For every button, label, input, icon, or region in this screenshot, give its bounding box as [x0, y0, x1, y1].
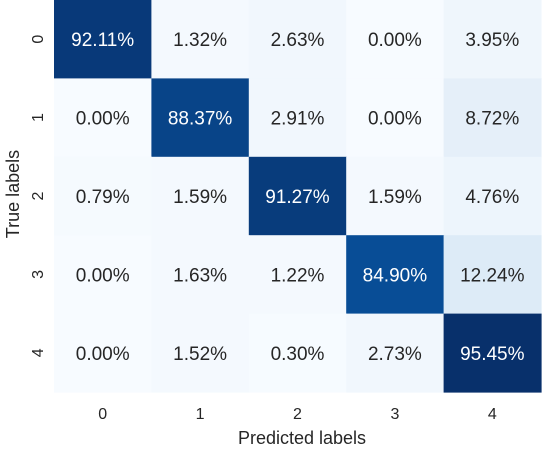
cell-label-r3-c2: 1.22% — [271, 265, 325, 286]
heatmap-cell-r4-c4 — [443, 313, 542, 393]
heatmap-cell-r3-c3 — [346, 235, 445, 315]
cell-label-r3-c3: 84.90% — [363, 265, 428, 286]
x-tick-label-4: 4 — [488, 406, 497, 423]
x-axis-ticks: 0 1 2 3 4 — [98, 406, 497, 423]
cell-label-r0-c2: 2.63% — [271, 30, 325, 51]
heatmap-cells — [54, 0, 542, 393]
y-tick-label-2: 2 — [30, 191, 47, 200]
cell-label-r0-c1: 1.32% — [173, 30, 227, 51]
cell-label-r1-c2: 2.91% — [271, 109, 325, 130]
cell-label-r1-c4: 8.72% — [465, 109, 519, 130]
cell-label-r4-c0: 0.00% — [76, 344, 130, 365]
cell-label-r3-c0: 0.00% — [76, 265, 130, 286]
heatmap-cell-r3-c2 — [248, 235, 347, 315]
x-tick-label-0: 0 — [98, 406, 107, 423]
heatmap-cell-r3-c4 — [443, 235, 542, 315]
heatmap-cell-r1-c2 — [248, 78, 347, 158]
heatmap-cell-r4-c2 — [248, 313, 347, 393]
cell-label-r4-c2: 0.30% — [271, 344, 325, 365]
heatmap-cell-r0-c3 — [346, 0, 445, 79]
cell-label-r4-c3: 2.73% — [368, 344, 422, 365]
heatmap-cell-r2-c2 — [248, 156, 347, 236]
x-tick-label-1: 1 — [196, 406, 205, 423]
cell-label-r1-c3: 0.00% — [368, 109, 422, 130]
heatmap-cell-r1-c3 — [346, 78, 445, 158]
cell-label-r1-c0: 0.00% — [76, 109, 130, 130]
cell-label-r0-c0: 92.11% — [71, 30, 134, 51]
cell-label-r2-c2: 91.27% — [265, 187, 330, 208]
cell-label-r2-c1: 1.59% — [173, 187, 227, 208]
cell-label-r3-c4: 12.24% — [460, 265, 525, 286]
x-tick-label-2: 2 — [293, 406, 302, 423]
cell-label-r4-c1: 1.52% — [173, 344, 227, 365]
cell-label-r0-c4: 3.95% — [465, 30, 519, 51]
cell-label-r4-c4: 95.45% — [460, 344, 525, 365]
heatmap-cell-r0-c4 — [443, 0, 542, 79]
y-tick-label-3: 3 — [30, 270, 47, 279]
heatmap-cell-r3-c1 — [151, 235, 250, 315]
heatmap-cell-r2-c3 — [346, 156, 445, 236]
heatmap-cell-r2-c0 — [54, 156, 152, 236]
heatmap-cell-r4-c3 — [346, 313, 445, 393]
heatmap-cell-r1-c0 — [54, 78, 152, 158]
cell-label-r2-c3: 1.59% — [368, 187, 422, 208]
heatmap-cell-r3-c0 — [54, 235, 152, 315]
x-tick-label-3: 3 — [390, 406, 399, 423]
cell-label-r3-c1: 1.63% — [173, 265, 227, 286]
y-axis-ticks: 0 1 2 3 4 — [30, 35, 47, 358]
heatmap-cell-r1-c4 — [443, 78, 542, 158]
cell-label-r0-c3: 0.00% — [368, 30, 422, 51]
heatmap-cell-r0-c2 — [248, 0, 347, 79]
cell-label-r2-c0: 0.79% — [76, 187, 130, 208]
cell-label-r1-c1: 88.37% — [168, 109, 233, 130]
heatmap-cell-r4-c1 — [151, 313, 250, 393]
y-axis-title: True labels — [3, 150, 23, 238]
heatmap-cell-r2-c1 — [151, 156, 250, 236]
heatmap-cell-r0-c1 — [151, 0, 250, 79]
heatmap-cell-r1-c1 — [151, 78, 250, 158]
heatmap-cell-r0-c0 — [54, 0, 152, 79]
heatmap-cell-labels: 92.11% 1.32% 2.63% 0.00% 3.95% 0.00% 88.37% 2.9… — [71, 30, 524, 365]
cell-label-r2-c4: 4.76% — [465, 187, 519, 208]
x-axis-title: Predicted labels — [238, 428, 366, 448]
y-tick-label-4: 4 — [30, 348, 47, 357]
heatmap-cell-r2-c4 — [443, 156, 542, 236]
heatmap-cell-r4-c0 — [54, 313, 152, 393]
y-tick-label-0: 0 — [30, 35, 47, 44]
y-tick-label-1: 1 — [30, 113, 47, 122]
